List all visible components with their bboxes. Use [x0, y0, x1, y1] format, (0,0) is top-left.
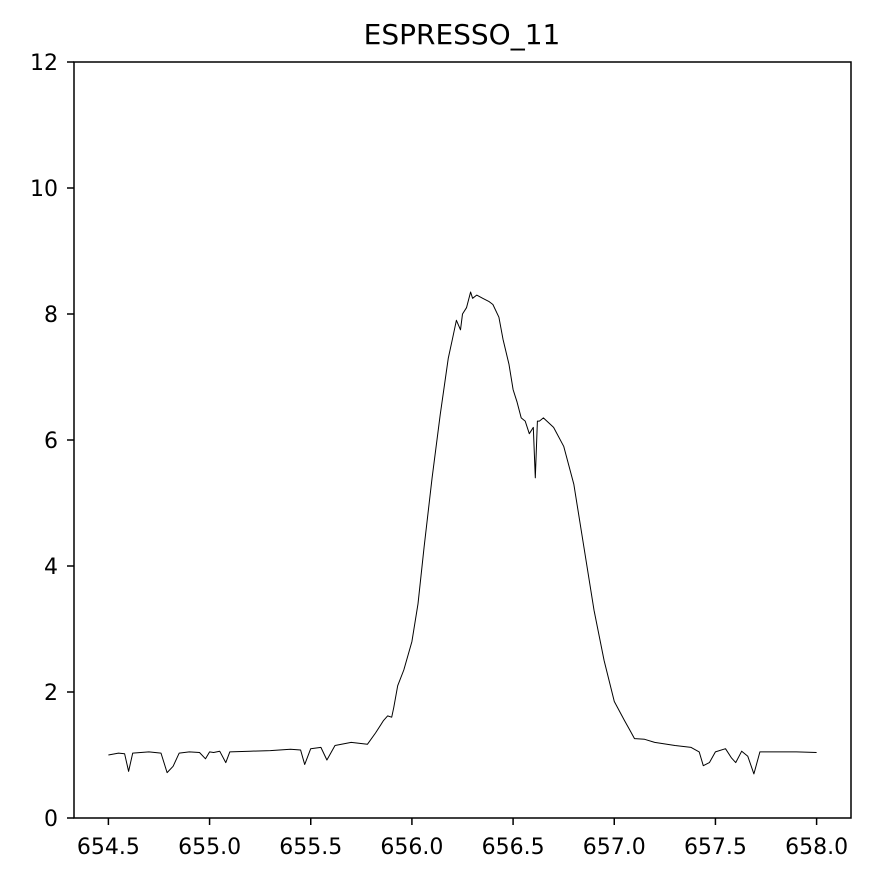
- y-tick-label: 6: [44, 429, 58, 454]
- x-tick-label: 656.5: [482, 835, 545, 860]
- y-tick-label: 10: [30, 177, 58, 202]
- chart-title: ESPRESSO_11: [364, 18, 561, 51]
- x-tick-label: 655.5: [279, 835, 342, 860]
- y-tick-label: 8: [44, 303, 58, 328]
- plot-area: [108, 291, 817, 775]
- x-tick-label: 658.0: [785, 835, 848, 860]
- x-tick-label: 657.5: [684, 835, 747, 860]
- x-tick-label: 657.0: [583, 835, 646, 860]
- x-tick-label: 656.0: [380, 835, 443, 860]
- y-axis: 0 2 4 6 8 10 12: [30, 51, 74, 832]
- y-tick-label: 2: [44, 681, 58, 706]
- x-tick-label: 654.5: [77, 835, 140, 860]
- plot-frame: [73, 61, 852, 819]
- spectrum-line-0: [108, 291, 817, 775]
- y-tick-label: 0: [44, 807, 58, 832]
- y-tick-label: 12: [30, 51, 58, 76]
- x-axis: 654.5 655.0 655.5 656.0 656.5 657.0 657.5 658.0: [77, 818, 848, 860]
- y-tick-label: 4: [44, 555, 58, 580]
- x-tick-label: 655.0: [178, 835, 241, 860]
